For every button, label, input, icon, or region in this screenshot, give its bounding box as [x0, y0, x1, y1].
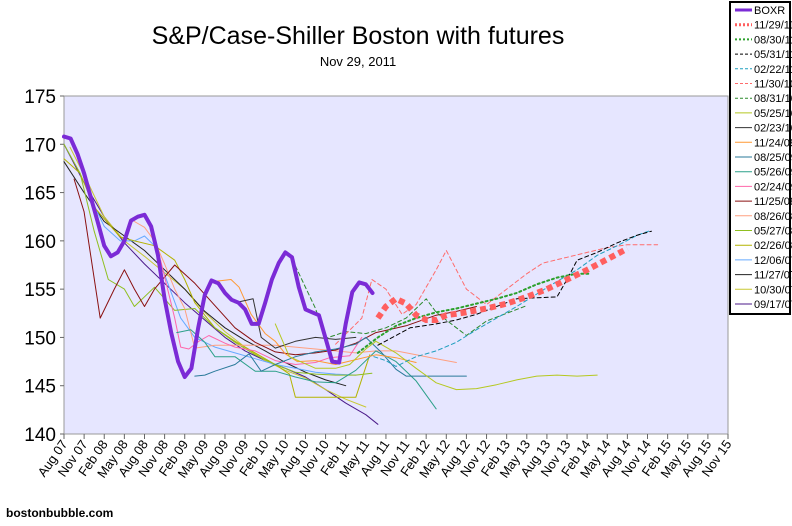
- legend-label: 11/24/09: [754, 137, 792, 149]
- chart-title: S&P/Case-Shiller Boston with futures: [152, 22, 565, 50]
- legend-label: 09/17/07: [754, 299, 792, 311]
- y-axis: 140 145 150 155 160 165 170 175: [24, 87, 64, 446]
- series-line: [194, 336, 467, 377]
- series-line: [73, 143, 357, 376]
- legend-label: 08/30/11: [754, 34, 792, 46]
- legend-label: 05/27/08: [754, 226, 792, 238]
- y-tick-label: 145: [24, 377, 56, 398]
- chart-subtitle: Nov 29, 2011: [320, 54, 396, 69]
- series-line: [335, 244, 659, 345]
- legend-label: 05/25/10: [754, 108, 792, 120]
- legend-label: 02/22/11: [754, 64, 792, 76]
- legend-label: 02/26/08: [754, 240, 792, 252]
- series-line: [274, 323, 598, 391]
- legend-label: 08/26/08: [754, 211, 792, 223]
- series-line: [294, 265, 528, 339]
- footer-credit: bostonbubble.com: [6, 506, 114, 520]
- legend-label: 05/31/11: [754, 49, 792, 61]
- legend: BOXR 11/29/11 08/30/11 05/31/11 02/22/11 11/3…: [735, 5, 792, 311]
- y-tick-label: 165: [24, 184, 56, 205]
- y-tick-label: 140: [24, 425, 56, 446]
- legend-label: 02/24/09: [754, 181, 792, 193]
- plot-area: [63, 95, 729, 435]
- series-line: [160, 259, 363, 365]
- y-tick-label: 160: [24, 232, 56, 253]
- legend-label: 11/29/11: [754, 20, 792, 32]
- series-line: [73, 178, 477, 356]
- legend-label: 10/30/07: [754, 284, 792, 296]
- series-line: [176, 329, 437, 410]
- y-tick-label: 170: [24, 135, 56, 156]
- legend-label: 11/27/07: [754, 270, 792, 282]
- legend-label: 05/26/09: [754, 167, 792, 179]
- series-line: [62, 134, 375, 379]
- legend-label: 11/30/10: [754, 79, 792, 91]
- series-line: [234, 298, 357, 349]
- series-line: [63, 158, 371, 398]
- y-tick-label: 155: [24, 280, 56, 301]
- y-tick-label: 150: [24, 328, 56, 349]
- series-line: [375, 245, 629, 323]
- series-line: [356, 272, 593, 354]
- legend-label: 12/06/07: [754, 255, 792, 267]
- series-line: [377, 230, 652, 346]
- legend-label: 02/23/10: [754, 123, 792, 135]
- legend-label: 08/31/10: [754, 93, 792, 105]
- legend-label: 11/25/08: [754, 196, 792, 208]
- legend-label: BOXR: [754, 5, 785, 17]
- legend-label: 08/25/09: [754, 152, 792, 164]
- y-tick-label: 175: [24, 87, 56, 108]
- series-line: [373, 229, 652, 367]
- series-group: [62, 134, 659, 425]
- series-line: [63, 143, 373, 376]
